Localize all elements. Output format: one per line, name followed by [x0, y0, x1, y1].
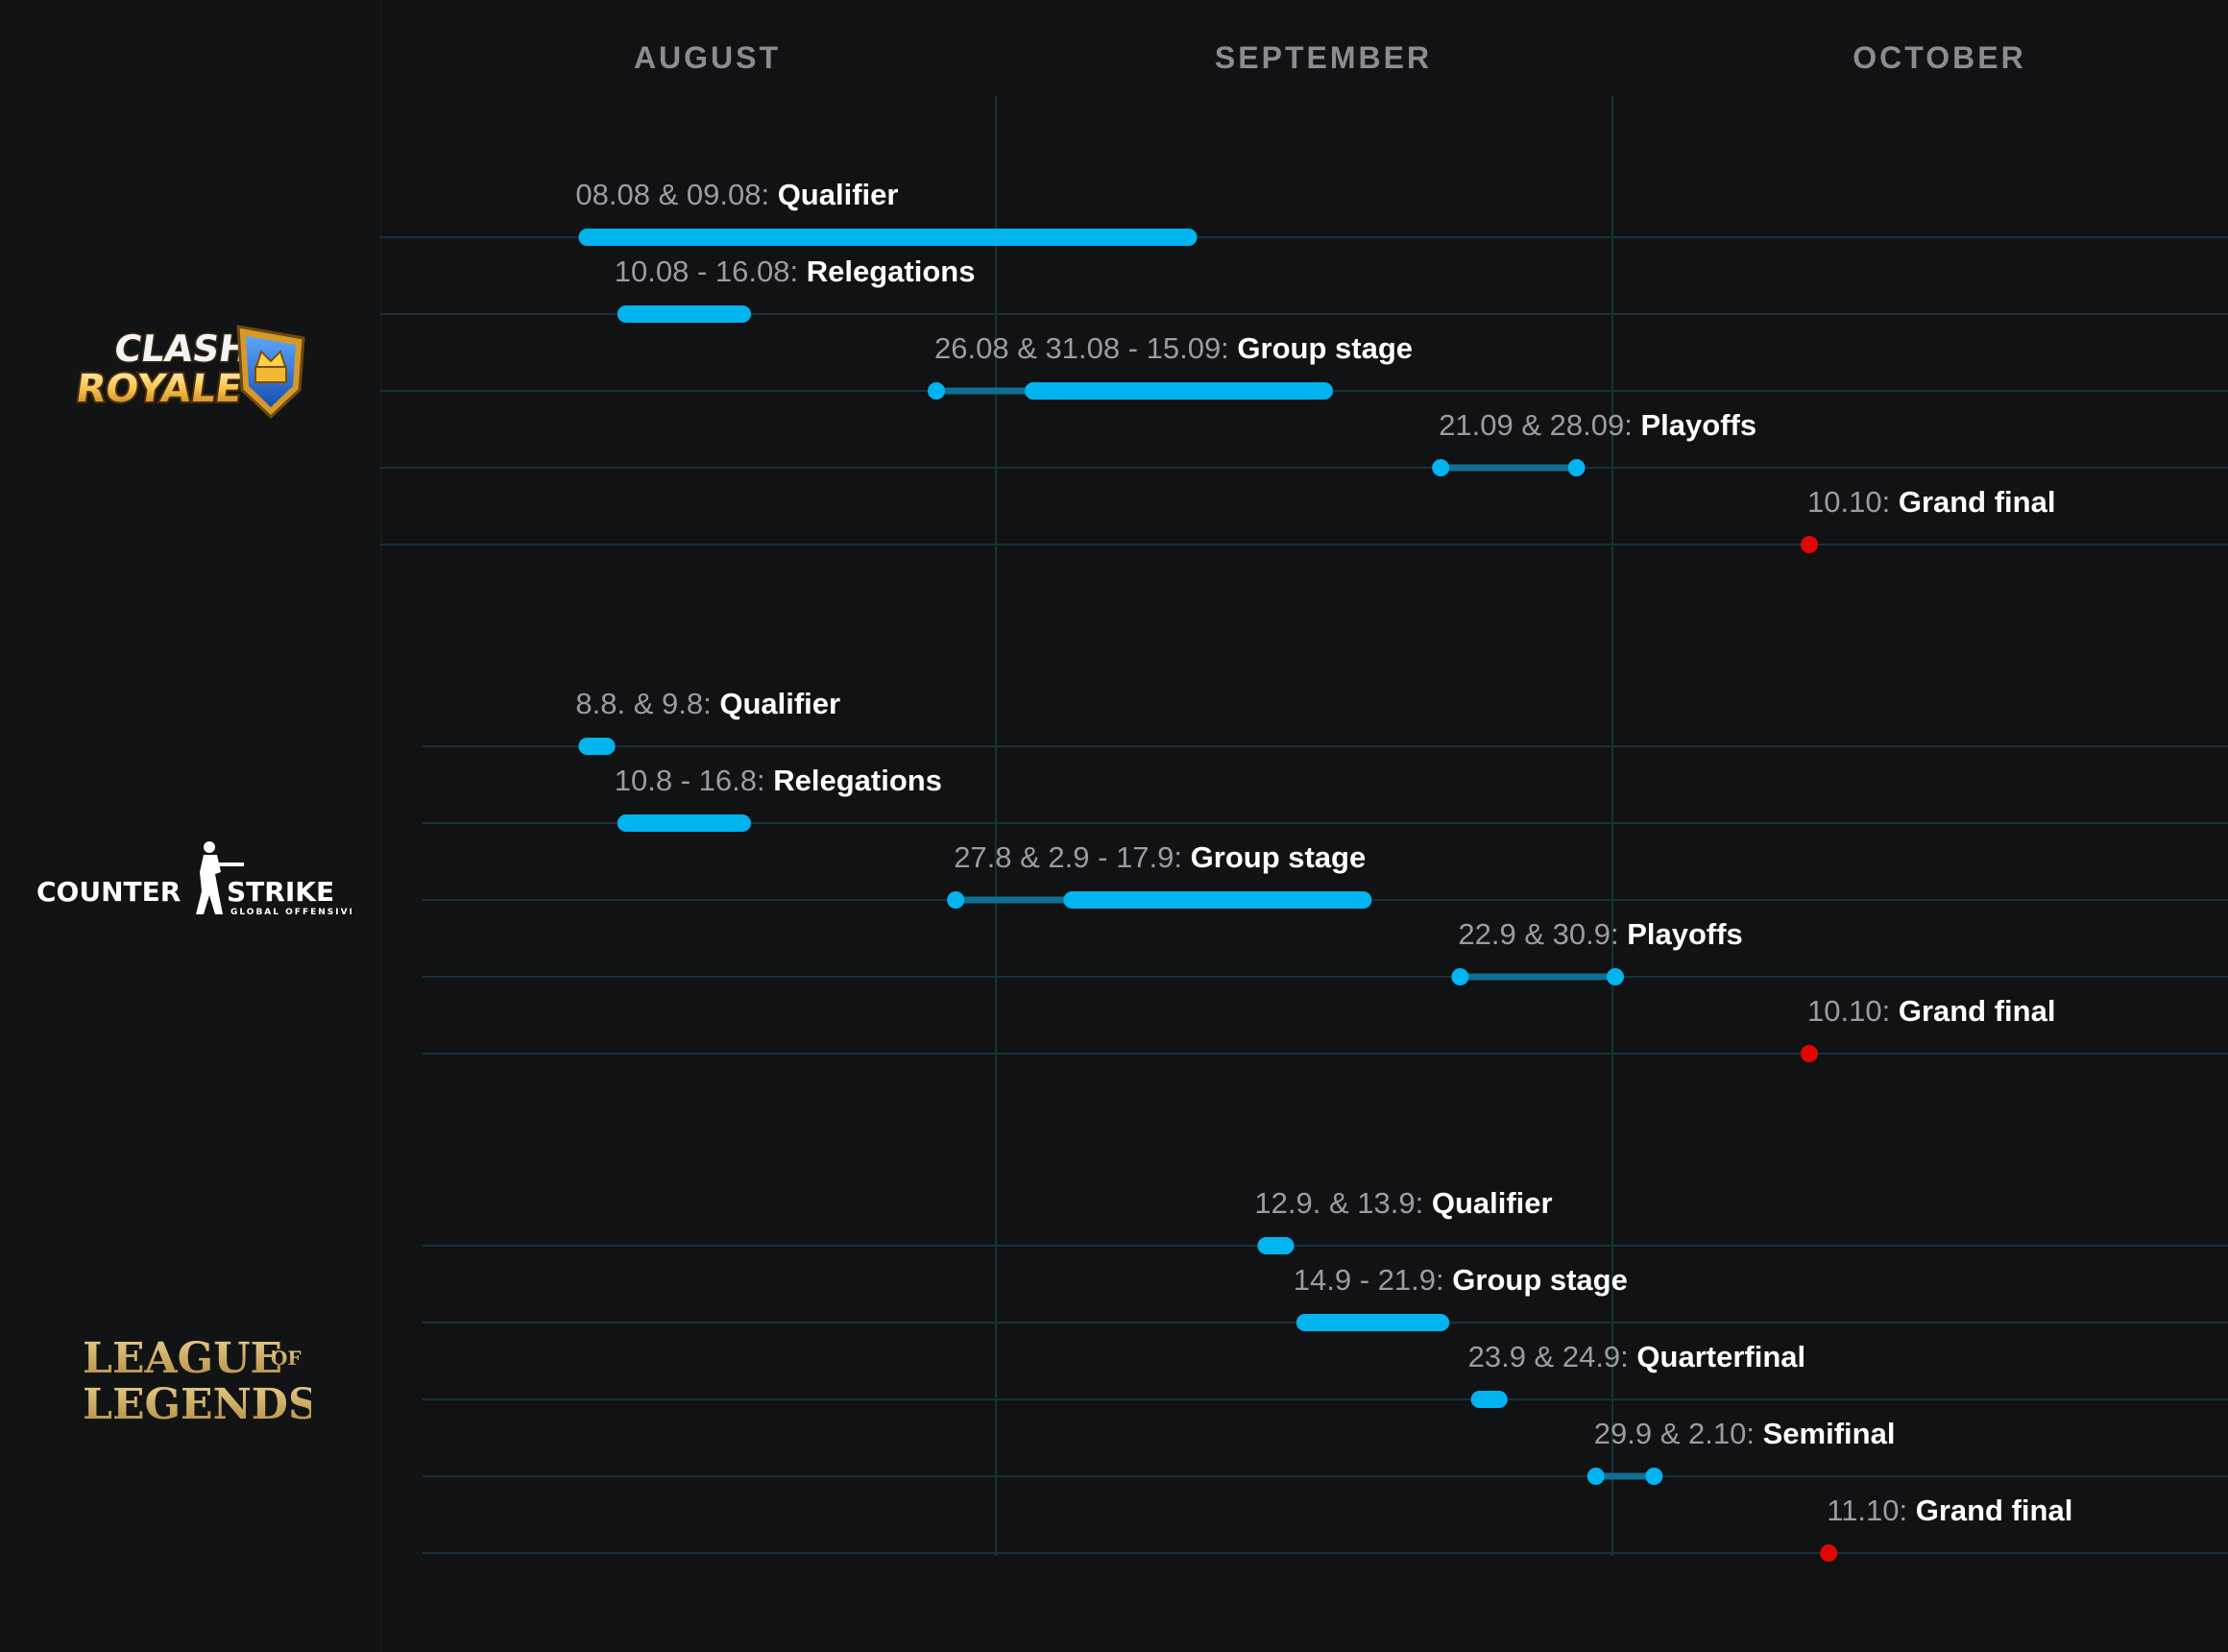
event-name: Grand final: [1898, 994, 2056, 1028]
svg-text:STRIKE: STRIKE: [227, 876, 334, 908]
event-label: 22.9 & 30.9: Playoffs: [1458, 917, 1742, 952]
event-name: Qualifier: [777, 178, 899, 211]
event-label: 10.10: Grand final: [1807, 485, 2055, 520]
grand-final-marker: [1801, 536, 1818, 553]
event-label: 12.9. & 13.9: Qualifier: [1254, 1186, 1552, 1221]
event-name: Playoffs: [1627, 917, 1743, 951]
event-name: Grand final: [1898, 485, 2056, 519]
svg-text:GLOBAL OFFENSIVE: GLOBAL OFFENSIVE: [230, 908, 351, 917]
month-label: AUGUST: [633, 40, 782, 75]
event-day-marker: [1586, 1468, 1605, 1485]
event-name: Grand final: [1915, 1494, 2073, 1527]
event-label: 23.9 & 24.9: Quarterfinal: [1468, 1340, 1806, 1374]
event-date: 10.10:: [1807, 485, 1891, 519]
grand-final-marker: [1820, 1544, 1838, 1562]
event-name: Relegations: [773, 764, 942, 797]
event-label: 8.8. & 9.8: Qualifier: [575, 687, 840, 721]
month-label: OCTOBER: [1853, 40, 2026, 75]
event-date: 22.9 & 30.9:: [1458, 917, 1619, 951]
event-date: 11.10:: [1827, 1494, 1908, 1527]
event-name: Semifinal: [1762, 1417, 1896, 1450]
event-label: 27.8 & 2.9 - 17.9: Group stage: [954, 840, 1366, 875]
svg-text:LEAGUE: LEAGUE: [83, 1334, 282, 1383]
event-date: 10.10:: [1807, 994, 1891, 1028]
league-of-legends-logo: LEAGUE OF LEGENDS: [81, 1330, 319, 1429]
event-name: Group stage: [1190, 840, 1367, 874]
event-name: Group stage: [1452, 1263, 1628, 1297]
event-day-marker: [1607, 968, 1624, 985]
event-date: 10.8 - 16.8:: [614, 764, 765, 797]
event-day-marker: [928, 382, 945, 400]
event-name: Playoffs: [1640, 408, 1757, 442]
event-date: 10.08 - 16.08:: [614, 255, 799, 288]
svg-text:CLASH: CLASH: [111, 328, 253, 371]
counter-strike-logo: COUNTER STRIKE GLOBAL OFFENSIVE: [35, 836, 355, 922]
event-label: 26.08 & 31.08 - 15.09: Group stage: [934, 331, 1413, 366]
event-date: 27.8 & 2.9 - 17.9:: [954, 840, 1183, 874]
event-label: 10.8 - 16.8: Relegations: [615, 764, 942, 798]
event-label: 14.9 - 21.9: Group stage: [1294, 1263, 1628, 1298]
event-day-marker: [1432, 459, 1450, 476]
event-date: 23.9 & 24.9:: [1467, 1340, 1629, 1373]
event-date: 8.8. & 9.8:: [575, 687, 712, 720]
clash-royale-logo: CLASH ROYALE: [71, 317, 313, 423]
grand-final-marker: [1801, 1045, 1818, 1062]
event-date: 14.9 - 21.9:: [1293, 1263, 1444, 1297]
event-label: 21.09 & 28.09: Playoffs: [1439, 408, 1756, 443]
event-name: Qualifier: [1431, 1186, 1553, 1220]
event-day-marker: [1567, 459, 1586, 476]
event-name: Qualifier: [719, 687, 841, 720]
event-label: 08.08 & 09.08: Qualifier: [575, 178, 898, 212]
event-label: 11.10: Grand final: [1827, 1494, 2072, 1528]
event-day-marker: [1645, 1468, 1663, 1485]
event-date: 26.08 & 31.08 - 15.09:: [934, 331, 1229, 365]
event-name: Group stage: [1237, 331, 1414, 365]
event-name: Relegations: [806, 255, 976, 288]
svg-text:OF: OF: [271, 1347, 302, 1370]
svg-text:COUNTER: COUNTER: [36, 876, 181, 908]
sidebar: CLASH ROYALE COUNTER STRIKE GLOBAL OFFEN…: [0, 0, 382, 1652]
event-name: Quarterfinal: [1636, 1340, 1806, 1373]
event-day-marker: [947, 891, 965, 909]
svg-text:LEGENDS: LEGENDS: [83, 1380, 311, 1426]
month-label: SEPTEMBER: [1214, 40, 1433, 75]
event-label: 29.9 & 2.10: Semifinal: [1594, 1417, 1896, 1451]
event-day-marker: [1451, 968, 1469, 985]
event-date: 21.09 & 28.09:: [1439, 408, 1633, 442]
svg-text:ROYALE: ROYALE: [73, 367, 245, 411]
event-label: 10.10: Grand final: [1807, 994, 2055, 1029]
event-date: 12.9. & 13.9:: [1254, 1186, 1424, 1220]
event-date: 29.9 & 2.10:: [1593, 1417, 1755, 1450]
event-date: 08.08 & 09.08:: [575, 178, 770, 211]
event-label: 10.08 - 16.08: Relegations: [615, 255, 976, 289]
